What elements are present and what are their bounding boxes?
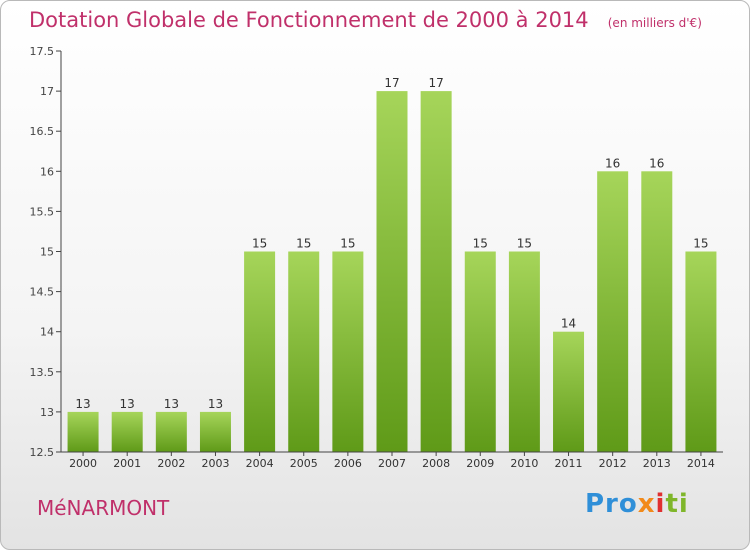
x-tick-label: 2008 [422, 457, 450, 470]
bar [553, 331, 585, 452]
bars: 13 13 13 13 15 15 15 17 17 15 15 14 16 16 15 [67, 76, 717, 453]
x-tick-label: 2001 [113, 457, 141, 470]
bar [685, 251, 717, 452]
x-tick-label: 2011 [555, 457, 583, 470]
bar-value-label: 17 [428, 76, 443, 90]
y-tick-label: 16.5 [30, 125, 55, 138]
bar-value-label: 15 [252, 237, 267, 251]
x-tick-label: 2004 [246, 457, 274, 470]
bar [597, 171, 629, 453]
y-tick-label: 14 [40, 326, 54, 339]
bar [376, 91, 408, 452]
y-tick-label: 13 [40, 406, 54, 419]
commune-name: MéNARMONT [37, 496, 170, 520]
bar-value-label: 13 [208, 397, 223, 411]
logo-part: ti [665, 489, 689, 519]
bar-value-label: 16 [605, 156, 620, 170]
x-tick-label: 2012 [599, 457, 627, 470]
x-tick-label: 2014 [687, 457, 715, 470]
chart-unit: (en milliers d'€) [607, 16, 702, 30]
logo-part: x [637, 489, 656, 519]
bar [155, 411, 187, 452]
y-tick-label: 17.5 [30, 45, 55, 58]
bar [464, 251, 496, 452]
title-row: Dotation Globale de Fonctionnement de 20… [29, 8, 702, 32]
logo-part: Pro [585, 489, 638, 519]
bar-value-label: 15 [517, 237, 532, 251]
x-tick-label: 2013 [643, 457, 671, 470]
y-tick-label: 17 [40, 85, 54, 98]
bar-value-label: 15 [296, 237, 311, 251]
logo-part: i [655, 489, 666, 519]
bar [111, 411, 143, 452]
bar [244, 251, 276, 452]
y-tick-label: 15.5 [30, 205, 55, 218]
bar [332, 251, 364, 452]
x-tick-label: 2006 [334, 457, 362, 470]
x-axis: 2000 2001 2002 2003 2004 2005 2006 2007 2008 2009… [61, 451, 723, 470]
x-tick-label: 2000 [69, 457, 97, 470]
x-tick-label: 2005 [290, 457, 318, 470]
x-tick-label: 2009 [466, 457, 494, 470]
x-tick-label: 2003 [201, 457, 229, 470]
y-tick-label: 12.5 [30, 446, 55, 459]
bar [288, 251, 320, 452]
bar-value-label: 15 [473, 237, 488, 251]
x-tick-label: 2007 [378, 457, 406, 470]
bar-value-label: 13 [164, 397, 179, 411]
bar [420, 91, 452, 452]
y-tick-label: 15 [40, 246, 54, 259]
chart-title: Dotation Globale de Fonctionnement de 20… [29, 8, 589, 32]
y-tick-label: 16 [40, 165, 54, 178]
y-tick-label: 13.5 [30, 366, 55, 379]
x-tick-label: 2010 [510, 457, 538, 470]
bar-value-label: 15 [693, 237, 708, 251]
bar-value-label: 14 [561, 317, 576, 331]
bar [199, 411, 231, 452]
y-tick-label: 14.5 [30, 286, 55, 299]
y-axis: 12.5 13 13.5 14 14.5 15 15.5 16 16.5 17 17.5 [30, 45, 62, 459]
bar [641, 171, 673, 453]
bar-value-label: 17 [384, 76, 399, 90]
proxiti-logo: Proxiti [585, 489, 689, 519]
bar [508, 251, 540, 452]
bar-value-label: 15 [340, 237, 355, 251]
bar-value-label: 13 [120, 397, 135, 411]
x-tick-label: 2002 [157, 457, 185, 470]
bar-value-label: 13 [75, 397, 90, 411]
bar [67, 411, 99, 452]
bar-value-label: 16 [649, 156, 664, 170]
